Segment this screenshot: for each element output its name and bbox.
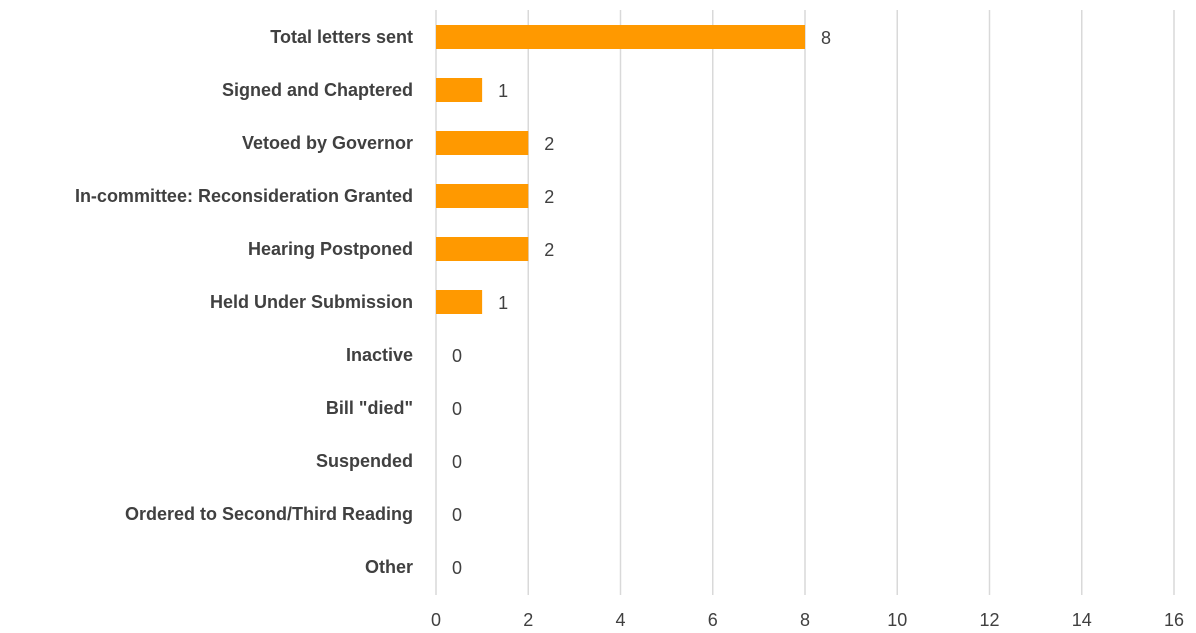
category-label: Suspended [316, 451, 413, 471]
data-labels: 8 1 2 2 2 1 0 0 0 0 0 [452, 28, 831, 578]
category-label: Ordered to Second/Third Reading [125, 504, 413, 524]
x-tick-label: 0 [431, 610, 441, 630]
category-label: Bill "died" [326, 398, 413, 418]
data-label: 0 [452, 399, 462, 419]
x-tick-label: 6 [708, 610, 718, 630]
data-label: 0 [452, 346, 462, 366]
bar [436, 290, 483, 314]
category-label: Held Under Submission [210, 292, 413, 312]
category-label: Inactive [346, 345, 413, 365]
category-labels: Total letters sent Signed and Chaptered Ve… [75, 27, 413, 577]
category-label: Total letters sent [270, 27, 413, 47]
bar [436, 131, 529, 155]
x-tick-label: 14 [1072, 610, 1092, 630]
category-label: Vetoed by Governor [242, 133, 413, 153]
x-tick-label: 8 [800, 610, 810, 630]
x-axis-tick-labels: 0 2 4 6 8 10 12 14 16 [431, 610, 1184, 630]
data-label: 2 [544, 240, 554, 260]
category-label: Hearing Postponed [248, 239, 413, 259]
x-tick-label: 4 [615, 610, 625, 630]
data-label: 0 [452, 505, 462, 525]
data-label: 2 [544, 134, 554, 154]
gridlines [435, 10, 1175, 595]
bar [436, 78, 483, 102]
category-label: In-committee: Reconsideration Granted [75, 186, 413, 206]
bar [436, 184, 529, 208]
data-label: 1 [498, 293, 508, 313]
x-tick-label: 16 [1164, 610, 1184, 630]
data-label: 1 [498, 81, 508, 101]
category-label: Other [365, 557, 413, 577]
x-tick-label: 12 [979, 610, 999, 630]
bars [436, 25, 805, 314]
category-label: Signed and Chaptered [222, 80, 413, 100]
bar [436, 25, 805, 49]
bar [436, 237, 529, 261]
x-tick-label: 2 [523, 610, 533, 630]
data-label: 0 [452, 558, 462, 578]
x-tick-label: 10 [887, 610, 907, 630]
data-label: 2 [544, 187, 554, 207]
data-label: 0 [452, 452, 462, 472]
data-label: 8 [821, 28, 831, 48]
